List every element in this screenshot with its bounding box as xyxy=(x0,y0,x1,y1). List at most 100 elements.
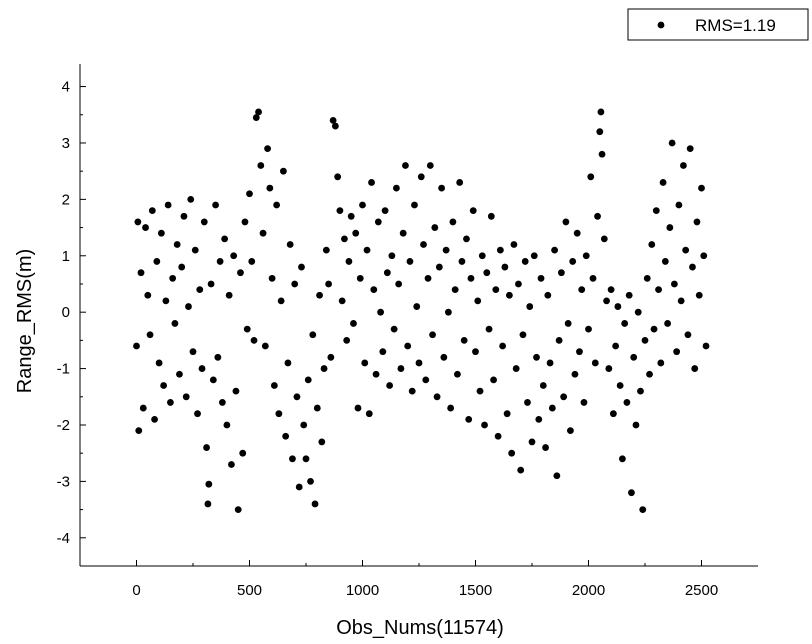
data-point xyxy=(503,410,511,418)
data-point xyxy=(370,286,378,294)
data-point xyxy=(345,258,353,265)
data-point xyxy=(300,421,308,429)
data-point xyxy=(298,263,305,271)
data-point xyxy=(440,353,448,361)
data-point xyxy=(327,353,335,361)
data-point xyxy=(176,370,183,378)
data-point xyxy=(530,252,538,260)
data-point xyxy=(567,427,574,435)
data-point xyxy=(451,286,459,294)
data-point xyxy=(402,162,409,169)
data-point xyxy=(243,325,251,333)
data-point xyxy=(397,365,405,372)
x-tick-label: 1500 xyxy=(459,582,492,599)
data-point xyxy=(248,258,256,265)
data-point xyxy=(463,235,470,243)
data-point xyxy=(677,297,685,305)
x-axis-title: Obs_Nums(11574) xyxy=(336,617,503,639)
data-point xyxy=(185,303,192,310)
data-point xyxy=(146,331,154,339)
data-point xyxy=(295,483,303,491)
data-point xyxy=(273,201,281,209)
data-point xyxy=(542,444,549,451)
data-point xyxy=(555,336,563,344)
data-point xyxy=(268,274,276,282)
data-point xyxy=(632,421,640,429)
data-point xyxy=(535,415,543,423)
data-point xyxy=(393,184,400,192)
data-point xyxy=(417,173,425,181)
data-point xyxy=(668,139,676,147)
data-point xyxy=(372,370,380,378)
data-point xyxy=(134,218,142,226)
data-point xyxy=(454,370,461,378)
data-point xyxy=(377,308,384,316)
data-point xyxy=(194,410,201,418)
data-point xyxy=(521,258,529,265)
data-point xyxy=(442,246,450,254)
data-point xyxy=(422,376,430,384)
data-point xyxy=(612,342,620,350)
y-tick-label: 1 xyxy=(62,248,70,265)
data-point xyxy=(526,303,534,310)
data-point xyxy=(171,320,179,327)
data-point xyxy=(603,297,610,305)
data-point xyxy=(234,506,242,513)
data-point xyxy=(469,207,477,215)
y-tick-label: 3 xyxy=(62,135,70,152)
data-point xyxy=(196,286,204,294)
data-point xyxy=(614,303,622,310)
data-point xyxy=(284,359,292,367)
x-tick-label: 0 xyxy=(132,582,140,599)
x-axis-ticks: 0 500 1000 1500 2000 2500 xyxy=(132,560,718,599)
data-point xyxy=(250,336,258,344)
data-point xyxy=(408,387,416,395)
y-axis-title: Range_RMS(m) xyxy=(14,249,36,393)
data-point xyxy=(266,184,274,192)
data-point xyxy=(485,325,493,333)
y-tick-label: -3 xyxy=(57,473,70,490)
data-point xyxy=(343,336,351,344)
data-point xyxy=(695,291,703,299)
data-point xyxy=(413,303,421,310)
data-point xyxy=(605,365,613,372)
data-point xyxy=(597,108,605,116)
data-point xyxy=(415,359,423,367)
data-point xyxy=(659,179,667,186)
data-point xyxy=(478,252,486,260)
data-point xyxy=(641,336,649,344)
data-point xyxy=(350,320,357,327)
data-point xyxy=(585,325,592,333)
data-point xyxy=(429,331,436,339)
data-point xyxy=(225,291,233,299)
data-point xyxy=(368,179,375,186)
data-point xyxy=(228,461,235,468)
data-point xyxy=(137,269,145,277)
data-point xyxy=(173,241,181,248)
data-point xyxy=(388,252,396,260)
data-point xyxy=(329,117,337,124)
data-point xyxy=(643,274,651,282)
data-point xyxy=(424,274,432,282)
data-point xyxy=(334,173,342,181)
data-point xyxy=(589,274,597,282)
data-point xyxy=(700,252,708,260)
data-point xyxy=(205,480,213,488)
y-tick-label: -4 xyxy=(57,530,70,547)
data-point xyxy=(474,297,482,305)
data-point xyxy=(374,218,382,226)
data-point xyxy=(167,399,174,406)
data-point xyxy=(189,348,197,356)
data-point xyxy=(365,410,373,418)
data-point xyxy=(162,297,170,305)
data-point xyxy=(383,269,391,277)
data-point xyxy=(259,229,267,237)
data-point xyxy=(571,370,579,378)
data-point xyxy=(553,472,561,480)
data-point xyxy=(336,207,344,215)
y-tick-label: 2 xyxy=(62,191,70,208)
data-point xyxy=(587,173,595,181)
data-point xyxy=(261,342,269,350)
data-point xyxy=(361,359,369,367)
data-point xyxy=(435,263,443,271)
